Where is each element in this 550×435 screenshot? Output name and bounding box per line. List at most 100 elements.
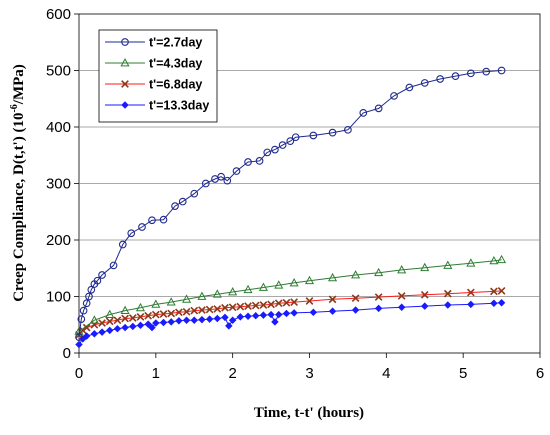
data-point [359,109,368,117]
data-point [274,280,284,289]
legend-swatch-marker [121,101,129,109]
y-tick-label: 500 [46,63,71,80]
data-point [397,303,406,311]
data-point [90,330,99,338]
y-axis-ticks: 0 100 200 300 400 500 600 [46,6,79,362]
data-point [351,294,360,303]
data-point [259,301,268,309]
legend-label: t'=6.8day [149,78,202,92]
data-point [351,306,360,314]
data-point [178,197,187,206]
series-4 [75,298,506,349]
data-point [167,309,176,318]
data-point [267,310,275,319]
data-point [328,272,338,282]
data-point [205,315,214,323]
data-point [420,79,429,87]
data-point [98,271,106,279]
data-point [87,285,96,294]
data-point [105,309,115,318]
data-point [79,306,88,315]
y-tick-label: 600 [46,6,71,23]
x-tick-label: 1 [152,365,160,382]
data-point [258,282,268,291]
y-axis-title-exponent: -6 [9,104,20,112]
data-point [182,294,192,303]
data-point [106,326,114,335]
data-point [282,309,291,318]
data-point [93,276,102,285]
data-point [243,284,253,294]
data-point [374,293,383,301]
data-point [144,311,153,320]
data-point [244,158,252,166]
data-point [129,322,137,331]
x-axis-title: Time, t-t' (hours) [254,405,364,421]
data-point [128,314,137,322]
legend-swatch-marker [121,80,129,88]
data-point [328,295,337,304]
series-line [78,290,502,336]
data-point [271,145,279,154]
series-3 [75,286,506,339]
data-point [82,323,91,332]
data-point [289,277,299,287]
data-point [217,172,225,181]
data-point [351,270,361,279]
data-point [221,303,229,312]
data-point [182,307,191,316]
data-point [205,305,214,314]
data-point [251,301,260,310]
series-layer [74,66,507,349]
y-axis-title: Creep Compliance, D(t,t') (10-6/MPa) [9,64,27,302]
data-point [232,167,241,175]
y-tick-label: 400 [46,119,71,136]
data-point [443,260,453,269]
data-point [490,299,498,308]
x-tick-label: 4 [382,365,390,382]
data-point [482,67,491,76]
data-point [259,311,268,319]
data-point [212,289,222,298]
legend-item: t'=2.7day [105,36,202,50]
data-point [291,133,300,142]
data-point [75,333,83,342]
data-point [75,340,83,349]
data-point [328,307,337,315]
x-tick-label: 3 [305,365,313,382]
data-point [159,310,168,318]
x-tick-label: 0 [75,365,83,382]
legend-label: t'=4.3day [149,57,202,71]
data-point [467,69,475,78]
data-point [466,258,476,267]
data-point [344,125,352,134]
data-point [466,288,475,297]
data-point [263,148,272,157]
data-point [136,312,145,321]
data-point [201,179,210,188]
data-point [374,304,383,313]
data-point [121,323,129,332]
data-point [278,141,287,149]
data-point [82,299,91,308]
data-point [421,302,429,310]
data-point [443,289,452,298]
data-point [436,75,444,83]
data-point [244,312,252,320]
data-point [282,298,291,307]
data-point [290,298,298,307]
legend-swatch-marker [120,58,130,67]
series-line [78,259,502,332]
data-point [105,317,114,326]
y-tick-label: 300 [46,176,71,193]
y-tick-label: 200 [46,232,71,249]
data-point [197,291,207,300]
data-point [213,305,222,313]
data-point [489,255,499,265]
data-point [497,298,506,307]
data-point [467,300,475,309]
data-point [98,319,106,327]
data-point [497,286,506,295]
data-point [236,313,245,321]
